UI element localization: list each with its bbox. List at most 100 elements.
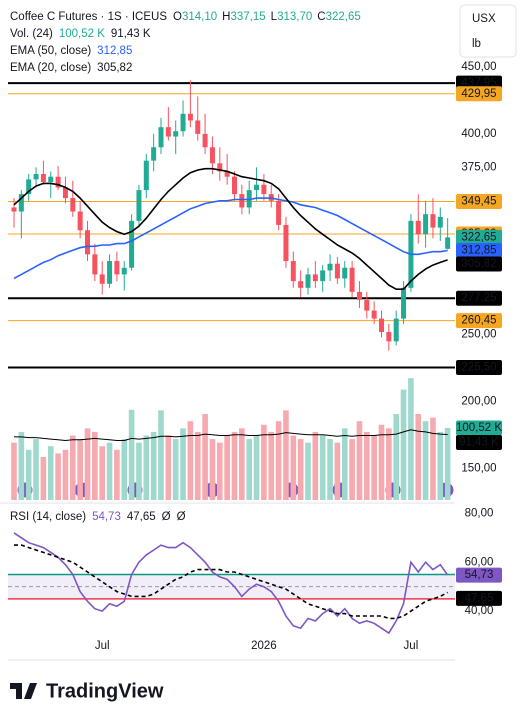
price-label-bg <box>456 434 502 450</box>
volume-bar <box>128 409 135 500</box>
candle-body <box>423 214 429 235</box>
volume-bar <box>305 442 311 500</box>
legend-item: RSI (14, close) <box>10 511 86 523</box>
legend: RSI (14, close) 54,73 47,65 Ø Ø <box>10 511 186 523</box>
legend: Coffee C Futures · 1S · ICEUS O314,10 H337… <box>10 11 361 23</box>
volume-bar <box>165 435 172 500</box>
volume-bar <box>25 449 32 500</box>
logo: TradingView <box>10 680 164 702</box>
candle-body <box>158 127 164 148</box>
candle-body <box>62 187 68 199</box>
price-label: 437,95 <box>461 77 496 89</box>
volume-bar <box>106 442 113 500</box>
candle-body <box>430 214 436 228</box>
volume-bar <box>224 435 230 500</box>
candle-body <box>334 263 340 279</box>
legend-item: Ø <box>177 511 186 523</box>
volume-bar <box>400 389 407 500</box>
volume-bar <box>312 431 319 500</box>
candle-body <box>77 211 83 231</box>
candle-body <box>349 267 355 292</box>
legend: EMA (20, close) 305,82 <box>10 62 132 74</box>
legend-item: 100,52 K <box>59 28 105 40</box>
unit-measure: lb <box>472 38 481 50</box>
x-tick-label: Jul <box>404 640 419 652</box>
volume-bar <box>422 421 429 500</box>
y-tick-label: 250,00 <box>461 329 496 341</box>
candle-body <box>437 216 443 228</box>
legend-item: 54,73 <box>92 511 121 523</box>
legend: Vol. (24) 100,52 K 91,43 K <box>10 28 151 40</box>
volume-bar <box>364 431 370 500</box>
volume-bar <box>415 414 422 500</box>
y-tick-label: 400,00 <box>461 128 496 140</box>
volume-bar <box>268 431 275 500</box>
volume-bar <box>349 439 355 500</box>
volume-bar <box>70 435 76 500</box>
x-tick-label: Jul <box>95 640 110 652</box>
candle-body <box>114 261 120 275</box>
volume-bar <box>444 427 451 500</box>
volume-bar <box>239 428 245 500</box>
candle-body <box>276 200 282 225</box>
candle-body <box>239 194 245 208</box>
volume-bar <box>194 431 201 500</box>
candle-body <box>121 267 127 275</box>
price-label: 225,50 <box>461 361 496 373</box>
price-label-bg <box>456 359 502 375</box>
candle-body <box>290 261 296 282</box>
ema-line <box>13 167 448 290</box>
y-tick-label: 60,00 <box>465 556 494 568</box>
price-label: 305,82 <box>461 258 496 270</box>
legend-item: Coffee C Futures · 1S · ICEUS <box>10 11 167 23</box>
rsi-line <box>13 532 449 635</box>
candle-body <box>342 267 348 279</box>
volume-bar <box>33 439 39 500</box>
candle-body <box>165 127 171 137</box>
price-label: 322,65 <box>461 231 496 243</box>
legend-item: 314,10 <box>182 11 217 23</box>
candle-body <box>393 318 399 342</box>
legend-item: L <box>271 11 278 23</box>
price-label: 349,45 <box>461 196 496 208</box>
unit-currency: USX <box>472 13 496 25</box>
price-label: 54,73 <box>465 569 494 581</box>
legend-item: Vol. (24) <box>10 28 53 40</box>
legend-item: O <box>173 11 182 23</box>
volume-bar <box>18 431 25 500</box>
volume-bar <box>11 442 17 500</box>
price-label-bg <box>456 256 502 272</box>
candle-body <box>232 176 237 195</box>
volume-bar <box>121 439 128 500</box>
candle-body <box>305 274 311 288</box>
candle-body <box>92 254 98 275</box>
volume-bar <box>136 442 142 500</box>
volume-bar <box>158 410 164 500</box>
volume-bar <box>92 431 98 500</box>
candle-body <box>327 263 333 271</box>
price-label-bg <box>456 229 502 245</box>
volume-bar <box>180 428 186 500</box>
price-label-bg <box>456 243 502 259</box>
candle-body <box>445 237 451 249</box>
candle-body <box>11 207 17 212</box>
candle-body <box>261 184 267 195</box>
candle-body <box>386 331 392 342</box>
volume-bar <box>77 439 83 500</box>
volume-bar <box>187 421 194 500</box>
candle-body <box>401 287 407 319</box>
price-label: 429,95 <box>461 88 496 100</box>
legend-item: EMA (20, close) <box>10 62 91 74</box>
y-tick-label: 450,00 <box>461 61 496 73</box>
legend-item: 322,65 <box>326 11 361 23</box>
price-label: 277,25 <box>461 292 496 304</box>
legend: EMA (50, close) 312,85 <box>10 45 132 57</box>
y-tick-label: 150,00 <box>461 463 496 475</box>
legend-item: 305,82 <box>97 62 132 74</box>
candle-body <box>364 299 370 311</box>
legend-item: 47,65 <box>127 511 156 523</box>
candle-body <box>180 113 186 132</box>
candle-body <box>217 163 223 172</box>
candle-body <box>107 261 113 284</box>
